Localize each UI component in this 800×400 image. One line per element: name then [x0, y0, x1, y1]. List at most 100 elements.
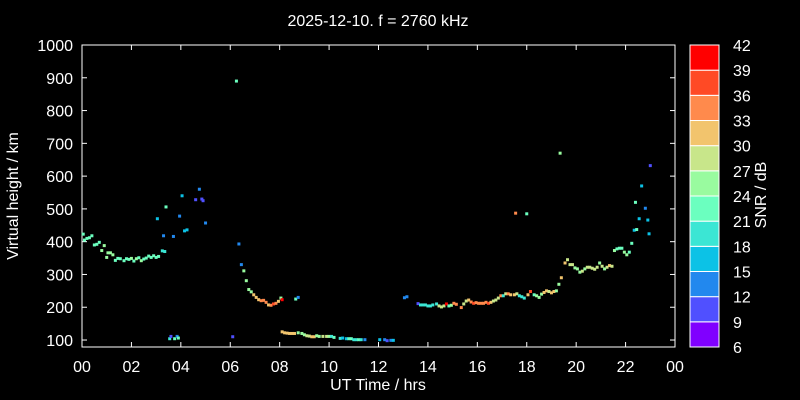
data-point [204, 221, 208, 225]
colorbar-tick-label: 9 [733, 315, 742, 332]
data-point [200, 197, 204, 201]
data-point [327, 334, 331, 338]
data-point [252, 293, 256, 297]
x-tick-label: 14 [419, 359, 437, 376]
data-point [262, 298, 266, 302]
data-point [292, 331, 296, 335]
data-point [173, 337, 177, 341]
data-point [617, 246, 621, 250]
data-point [185, 228, 189, 232]
x-tick-label: 06 [221, 359, 239, 376]
data-point [647, 232, 651, 236]
data-point [325, 334, 329, 338]
data-point [598, 261, 602, 265]
data-point [566, 258, 570, 262]
data-point [472, 301, 476, 305]
data-point [526, 293, 530, 297]
data-point [280, 298, 284, 302]
data-point [108, 251, 112, 255]
data-point [595, 265, 599, 269]
data-point [315, 334, 319, 338]
colorbar-band [689, 120, 720, 147]
x-tick-label: 16 [468, 359, 486, 376]
data-point [542, 290, 546, 294]
data-point [482, 301, 486, 305]
data-point [643, 206, 647, 210]
data-point [421, 303, 425, 307]
data-point [163, 250, 167, 254]
data-point [605, 265, 609, 269]
data-point [294, 297, 298, 301]
data-point [154, 255, 158, 259]
colorbar-label: SNR / dB [753, 162, 770, 229]
data-point [593, 267, 597, 271]
x-tick-label: 22 [617, 359, 635, 376]
data-point [169, 334, 173, 338]
data-point [105, 255, 109, 259]
data-point [428, 304, 432, 308]
data-point [249, 290, 253, 294]
data-point [124, 257, 128, 261]
data-point [467, 298, 471, 302]
y-tick-label: 400 [46, 235, 73, 252]
data-point [300, 331, 304, 335]
data-point [321, 334, 325, 338]
data-point [157, 254, 161, 258]
y-axis-label: Virtual height / km [5, 132, 22, 260]
data-point [603, 267, 607, 271]
data-point [489, 300, 493, 304]
data-point [499, 294, 503, 298]
data-point [111, 253, 115, 257]
data-point [113, 258, 117, 262]
data-point [149, 255, 153, 259]
data-point [554, 289, 558, 293]
colorbar-tick-label: 39 [733, 63, 751, 80]
data-point [454, 302, 458, 306]
data-point [442, 304, 446, 308]
data-point [620, 246, 624, 250]
data-point [144, 256, 148, 260]
x-tick-label: 02 [123, 359, 141, 376]
data-point [271, 302, 275, 306]
data-point [129, 256, 133, 260]
y-tick-label: 800 [46, 104, 73, 121]
data-point [302, 333, 306, 337]
data-point [558, 151, 562, 155]
data-point [449, 303, 453, 307]
y-tick-label: 600 [46, 169, 73, 186]
data-point [385, 339, 389, 343]
colorbar-tick-label: 21 [733, 214, 751, 231]
data-point [338, 336, 342, 340]
colorbar-tick-label: 42 [733, 38, 751, 55]
data-point [357, 338, 361, 342]
data-point [106, 251, 110, 255]
data-point [155, 217, 159, 221]
data-point [100, 249, 104, 253]
data-point [116, 256, 120, 260]
data-point [92, 243, 96, 247]
y-tick-label: 100 [46, 333, 73, 350]
data-point [164, 205, 168, 209]
x-tick-label: 18 [518, 359, 536, 376]
data-point [627, 250, 631, 254]
x-tick-label: 04 [172, 359, 190, 376]
y-tick-label: 500 [46, 202, 73, 219]
data-point [201, 199, 205, 203]
data-point [464, 299, 468, 303]
data-point [447, 304, 451, 308]
data-point [305, 334, 309, 338]
data-point [537, 295, 541, 299]
data-point [552, 290, 556, 294]
data-point [648, 164, 652, 168]
data-point [194, 198, 198, 202]
data-point [532, 293, 536, 297]
data-point [528, 290, 532, 294]
data-point [440, 305, 444, 309]
data-point [197, 187, 201, 191]
data-point [563, 261, 567, 265]
data-point [423, 303, 427, 307]
data-point [330, 334, 334, 338]
data-point [419, 303, 423, 307]
data-point [501, 294, 505, 298]
data-point [354, 338, 358, 342]
